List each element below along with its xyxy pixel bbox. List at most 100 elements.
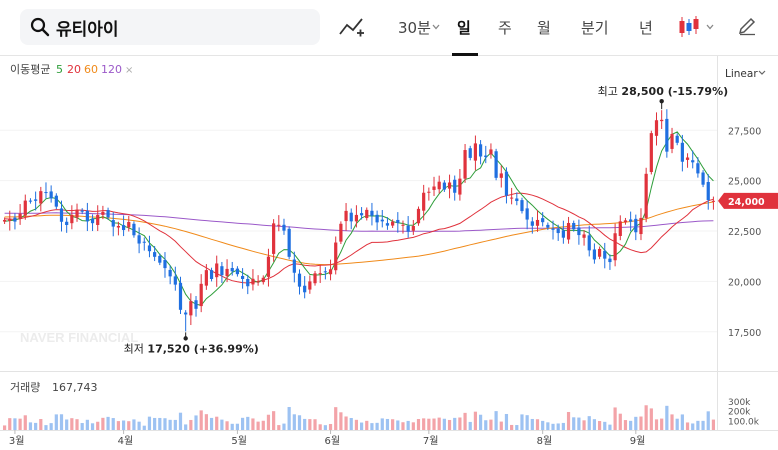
moving-average-20 bbox=[4, 192, 714, 284]
volume-bar bbox=[8, 418, 12, 430]
stock-chart[interactable]: NAVER FINANCIAL 이동평균 5 20 60 120 × Linea… bbox=[0, 56, 778, 450]
candle-body bbox=[391, 221, 395, 226]
candle-body bbox=[556, 228, 560, 234]
volume-bar bbox=[85, 419, 89, 430]
volume-bar bbox=[437, 417, 441, 430]
candle-body bbox=[453, 179, 457, 193]
candle-body bbox=[427, 191, 431, 193]
volume-bar bbox=[308, 419, 312, 430]
volume-bar bbox=[297, 415, 302, 430]
month-axis: 3월 4월 5월 6월 7월 8월 9월 bbox=[9, 430, 645, 447]
candle-body bbox=[535, 219, 540, 226]
candle-body bbox=[561, 230, 565, 238]
candle-body bbox=[670, 133, 674, 149]
volume-bar bbox=[365, 420, 369, 430]
volume-bar bbox=[608, 424, 612, 430]
candle-body bbox=[44, 192, 48, 194]
candle-body bbox=[339, 223, 343, 242]
volume-bar bbox=[546, 422, 550, 430]
volume-bars bbox=[2, 405, 716, 430]
high-annotation-value: 28,500 (-15.79%) bbox=[621, 85, 728, 98]
volume-bar bbox=[556, 423, 560, 430]
low-annotation-value: 17,520 (+36.99%) bbox=[147, 342, 258, 355]
candle-body bbox=[685, 157, 690, 160]
tab-week[interactable]: 주 bbox=[498, 19, 512, 37]
candle-body bbox=[184, 312, 188, 315]
ma-legend-120: 120 bbox=[101, 63, 122, 76]
candle-body bbox=[137, 235, 141, 244]
high-annotation-label: 최고 bbox=[598, 85, 622, 98]
chevron-down-icon bbox=[432, 24, 440, 30]
volume-bar bbox=[287, 407, 291, 430]
candle-body bbox=[639, 217, 643, 235]
volume-bar bbox=[370, 423, 374, 430]
candle-body bbox=[194, 300, 198, 309]
candle-body bbox=[665, 118, 669, 152]
scale-selector[interactable]: Linear bbox=[725, 68, 758, 80]
tab-day[interactable]: 일 bbox=[457, 19, 471, 37]
tab-month[interactable]: 월 bbox=[537, 19, 551, 37]
candle-body bbox=[442, 182, 446, 190]
volume-tick-label: 300k bbox=[728, 398, 751, 408]
volume-bar bbox=[339, 412, 343, 430]
volume-bar bbox=[525, 415, 529, 430]
volume-bar bbox=[623, 420, 628, 430]
volume-bar bbox=[385, 418, 390, 430]
candle-body bbox=[127, 221, 131, 228]
volume-bar bbox=[396, 420, 400, 430]
volume-bar bbox=[654, 419, 659, 430]
candlestick-icon[interactable] bbox=[678, 15, 700, 39]
volume-bar bbox=[582, 420, 586, 430]
candle-body bbox=[422, 192, 426, 211]
price-axis: 27,500 25,000 22,500 20,000 17,500 bbox=[728, 126, 761, 338]
volume-bar bbox=[251, 418, 255, 430]
volume-bar bbox=[246, 416, 250, 430]
candle-body bbox=[256, 281, 260, 283]
volume-bar bbox=[701, 420, 705, 430]
search-icon bbox=[30, 17, 50, 37]
candle-body bbox=[178, 282, 183, 310]
candle-body bbox=[101, 211, 105, 215]
candle-body bbox=[365, 209, 369, 219]
volume-bar bbox=[447, 419, 452, 430]
candle-body bbox=[168, 269, 172, 277]
volume-tick-label: 100.0k bbox=[728, 417, 760, 427]
price-tick-label: 27,500 bbox=[728, 126, 761, 137]
candle-body bbox=[303, 285, 307, 293]
price-tick-label: 22,500 bbox=[728, 227, 761, 238]
volume-bar bbox=[132, 419, 136, 430]
ma-legend-20: 20 bbox=[67, 63, 81, 76]
period-30min-dropdown[interactable]: 30분 bbox=[398, 19, 431, 37]
volume-tick-label: 200k bbox=[728, 408, 751, 418]
candle-body bbox=[153, 252, 157, 257]
volume-bar bbox=[541, 420, 545, 430]
candle-body bbox=[251, 278, 255, 285]
candle-body bbox=[287, 228, 291, 257]
candle-body bbox=[292, 259, 296, 273]
chart-toolbar: 유티아이 30분 일 주 월 분기 년 bbox=[0, 0, 778, 56]
high-price-annotation: 최고 28,500 (-15.79%) bbox=[598, 85, 728, 110]
candle-body bbox=[582, 234, 586, 238]
tab-quarter[interactable]: 분기 bbox=[581, 19, 609, 37]
volume-bar bbox=[70, 418, 74, 430]
candle-body bbox=[116, 226, 121, 228]
volume-bar bbox=[427, 418, 431, 430]
candle-body bbox=[489, 149, 493, 155]
candle-body bbox=[147, 245, 152, 252]
volume-bar bbox=[468, 421, 472, 430]
stock-search-box[interactable]: 유티아이 bbox=[20, 9, 320, 45]
volume-bar bbox=[13, 418, 17, 430]
candle-body bbox=[447, 182, 452, 189]
candle-body bbox=[49, 191, 53, 199]
volume-bar bbox=[639, 416, 643, 430]
volume-bar bbox=[142, 425, 146, 430]
volume-bar bbox=[189, 419, 193, 430]
chart-line-plus-icon[interactable] bbox=[338, 14, 366, 40]
candle-body bbox=[8, 218, 12, 221]
tab-year[interactable]: 년 bbox=[639, 19, 653, 37]
pencil-icon[interactable] bbox=[737, 16, 757, 36]
ma-legend-close-icon[interactable]: × bbox=[125, 65, 133, 76]
candle-body bbox=[613, 233, 617, 261]
volume-bar bbox=[256, 421, 260, 430]
volume-bar bbox=[344, 416, 348, 430]
